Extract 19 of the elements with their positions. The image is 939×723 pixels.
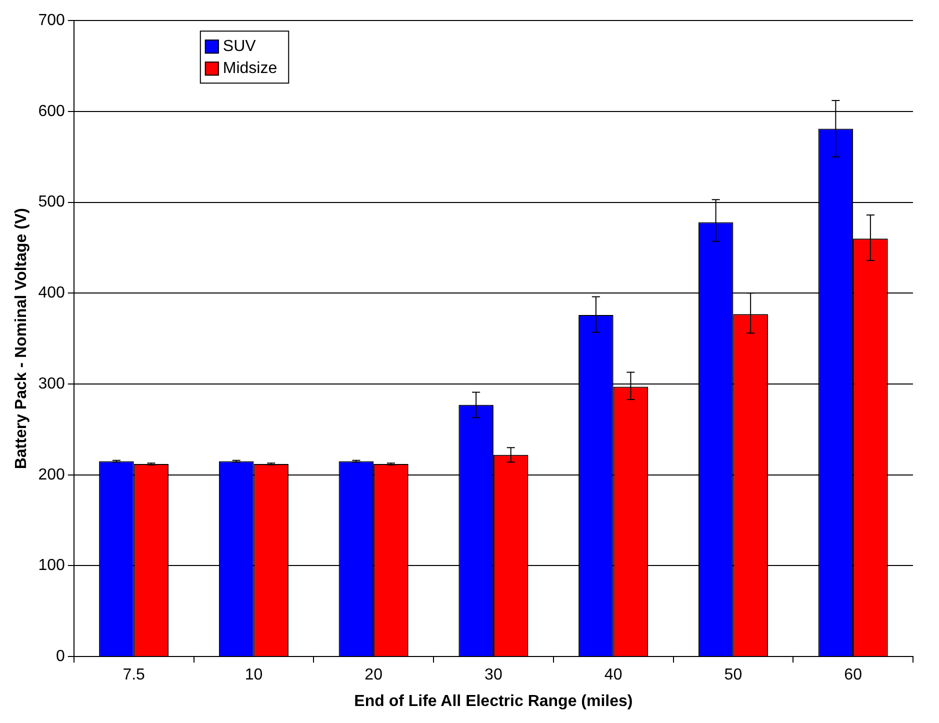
y-tick-label: 300 [38, 375, 65, 392]
x-tick-label: 30 [484, 666, 502, 684]
legend-label: SUV [222, 38, 256, 56]
y-tick-label: 600 [38, 102, 65, 120]
x-tick-label: 40 [604, 666, 622, 684]
y-tick-label: 500 [38, 194, 65, 211]
y-tick-label: 100 [38, 557, 65, 574]
x-tick-label: 20 [364, 666, 383, 684]
y-tick-label: 200 [38, 466, 65, 484]
x-tick-label: 7.5 [122, 666, 146, 684]
legend-label: Midsize [222, 60, 278, 78]
y-tick-label: 700 [38, 12, 65, 30]
y-tick-label: 0 [56, 648, 65, 666]
x-tick-label: 10 [244, 666, 263, 684]
x-axis-title: End of Life All Electric Range (miles) [354, 692, 633, 710]
x-tick-label: 60 [844, 666, 862, 684]
x-tick-label: 50 [724, 666, 742, 684]
y-axis-title: Battery Pack - Nominal Voltage (V) [13, 208, 30, 470]
y-tick-label: 400 [38, 284, 65, 302]
